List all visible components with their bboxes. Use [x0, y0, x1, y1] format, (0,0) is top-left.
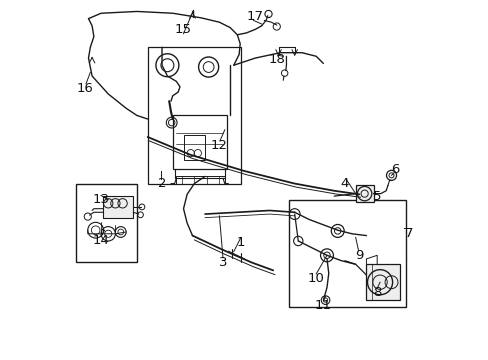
Text: 18: 18	[268, 53, 285, 66]
Text: 4: 4	[340, 177, 348, 190]
Bar	[176, 176, 224, 184]
Text: 17: 17	[246, 10, 263, 23]
Text: 9: 9	[354, 249, 363, 262]
Bar	[102, 196, 133, 218]
Text: 10: 10	[307, 272, 324, 285]
Text: 3: 3	[218, 256, 227, 269]
Bar	[355, 185, 373, 202]
Text: 13: 13	[92, 193, 109, 206]
Bar	[183, 135, 204, 160]
Text: 5: 5	[372, 190, 381, 203]
Text: 14: 14	[92, 234, 109, 247]
Text: 8: 8	[372, 287, 381, 300]
Bar	[147, 47, 241, 184]
Bar	[172, 116, 226, 169]
Text: 2: 2	[158, 177, 166, 190]
Text: 1: 1	[236, 236, 244, 249]
Text: 16: 16	[76, 82, 93, 95]
Text: 15: 15	[175, 23, 192, 36]
Text: 7: 7	[405, 227, 413, 240]
Text: 6: 6	[390, 163, 399, 176]
Bar	[366, 264, 400, 300]
Text: 11: 11	[314, 299, 331, 312]
Bar	[76, 184, 137, 262]
Bar	[289, 200, 405, 307]
Text: 12: 12	[210, 139, 227, 152]
